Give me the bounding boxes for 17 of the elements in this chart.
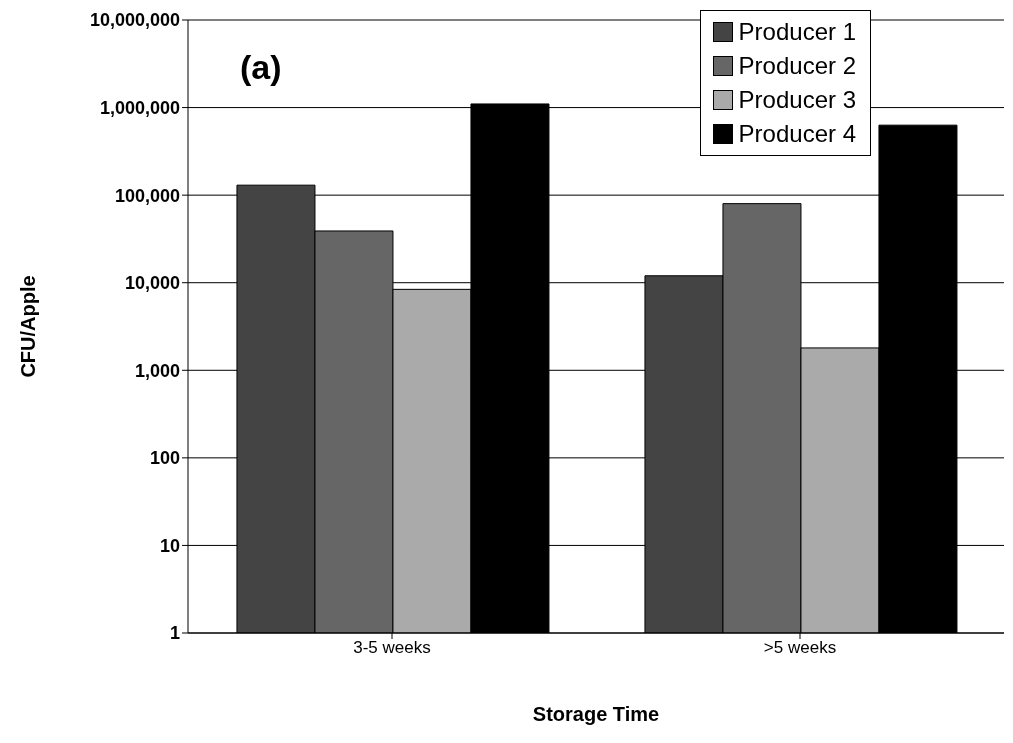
y-axis-title: CFU/Apple [17, 275, 40, 378]
y-tick-label: 1,000 [134, 360, 180, 381]
y-tick-label: 10,000 [124, 273, 180, 294]
y-tick-label: 100 [149, 448, 180, 469]
annotation: (a) [240, 48, 282, 87]
legend-label: Producer 1 [738, 18, 856, 46]
legend-label: Producer 4 [738, 120, 856, 148]
y-tick-label: 100,000 [114, 185, 180, 206]
x-tick-label: >5 weeks [763, 638, 837, 658]
legend-label: Producer 3 [738, 86, 856, 114]
x-tick-label: 3-5 weeks [353, 638, 431, 658]
y-tick-label: 1 [169, 623, 180, 644]
y-tick-label: 1,000,000 [99, 97, 180, 118]
y-tick-label: 10,000,000 [89, 10, 180, 31]
legend-label: Producer 2 [738, 52, 856, 80]
x-axis-title: Storage Time [532, 703, 660, 725]
y-tick-label: 10 [159, 535, 180, 556]
